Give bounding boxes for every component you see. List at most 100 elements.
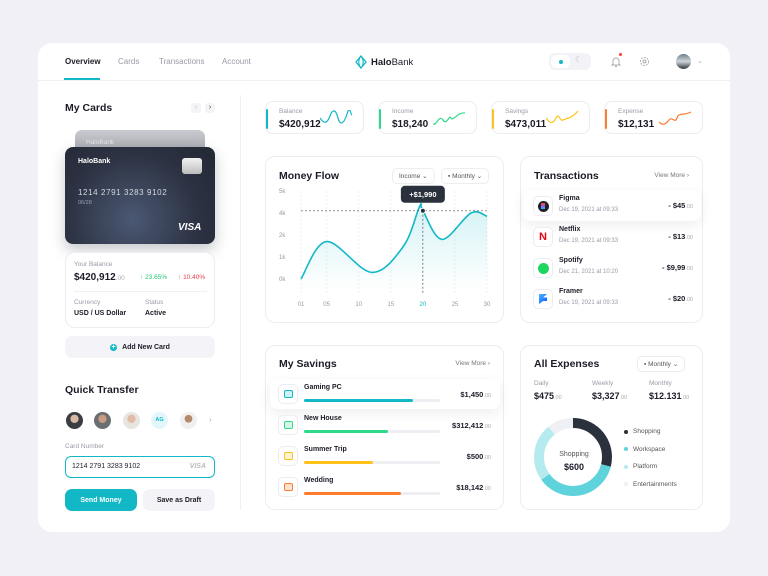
monthly-label: Monthly: [649, 380, 672, 387]
currency-label: Currency: [74, 299, 101, 306]
user-avatar[interactable]: [676, 54, 691, 69]
monthly-value: $12.131.00: [649, 391, 690, 401]
stat-label: Expense: [618, 108, 644, 115]
legend-item: Workspace: [624, 446, 665, 453]
plus-icon: +: [110, 343, 118, 351]
transaction-row[interactable]: Spotify Dec 21, 2021 at 10:20 - $9,99.00: [533, 257, 693, 281]
saving-name: Wedding: [304, 477, 334, 484]
balance-value: $420,912.00: [74, 272, 125, 283]
chevron-down-icon[interactable]: ⌄: [697, 58, 703, 65]
tab-cards[interactable]: Cards: [118, 57, 140, 66]
y-tick-label: 2k: [279, 233, 286, 239]
sparkline-icon: [659, 111, 692, 125]
contact-avatar[interactable]: [66, 412, 83, 429]
income-dropdown[interactable]: Income ⌄: [392, 168, 435, 184]
x-tick-label: 25: [452, 302, 459, 308]
saving-row[interactable]: Summer Trip $500.00: [278, 446, 491, 468]
savings-panel: My Savings View More ›: [265, 345, 504, 510]
period-dropdown[interactable]: ▪ Monthly ⌄: [637, 356, 686, 372]
donut-segment-entertainments[interactable]: [534, 418, 612, 496]
view-more-link[interactable]: View More ›: [455, 360, 490, 367]
save-draft-button[interactable]: Save as Draft: [143, 489, 215, 511]
balance-box: Your Balance $420,912.00 ↑ 23.65% ↑ 10.4…: [65, 252, 215, 328]
figma-icon: [533, 196, 553, 216]
daily-label: Daily: [534, 380, 549, 387]
saving-progress-bar: [304, 492, 440, 495]
credit-card[interactable]: HaloBank 1214 2791 3283 9102 06/28 VISA: [65, 147, 215, 244]
donut-center-value: $600: [563, 462, 585, 472]
saving-amount: $312,412.00: [452, 421, 491, 430]
transaction-row[interactable]: Framer Dec 19, 2021 at 09:33 - $20.00: [533, 288, 693, 312]
y-tick-label: 0k: [279, 277, 286, 283]
column-divider: [240, 95, 241, 510]
stat-card-balance[interactable]: Balance $420,912: [265, 101, 364, 134]
add-new-card-button[interactable]: + Add New Card: [65, 336, 215, 358]
tab-account[interactable]: Account: [222, 57, 251, 66]
transaction-row[interactable]: N Netflix Dec 19, 2021 at 09:33 - $13.00: [533, 226, 693, 250]
change-up: ↑ 23.65%: [140, 274, 168, 281]
saving-amount: $500.00: [466, 452, 491, 461]
legend-dot: [624, 482, 628, 486]
x-tick-label: 20: [420, 302, 427, 308]
quick-transfer-title: Quick Transfer: [65, 384, 139, 396]
money-flow-title: Money Flow: [279, 170, 340, 182]
transaction-row[interactable]: Figma Dec 19, 2021 at 09:33 - $45.00: [533, 195, 693, 219]
contact-avatar[interactable]: [180, 412, 197, 429]
visa-logo: VISA: [178, 222, 202, 233]
tab-overview[interactable]: Overview: [65, 57, 101, 66]
sparkline-icon: [433, 112, 466, 125]
stat-value: $420,912: [279, 119, 321, 130]
stat-label: Income: [392, 108, 414, 115]
stat-card-income[interactable]: Income $18,240: [378, 101, 477, 134]
gear-icon[interactable]: [639, 56, 650, 67]
spotify-icon: [533, 258, 553, 278]
send-money-button[interactable]: Send Money: [65, 489, 137, 511]
moon-icon[interactable]: ☾: [575, 55, 583, 64]
highlighted-row: [270, 379, 500, 409]
transaction-date: Dec 19, 2021 at 09:33: [559, 300, 619, 306]
money-flow-chart[interactable]: 01 05 10 15 20 25 30 0k 1k 2k 4k 5k +$1,990: [265, 156, 504, 323]
sun-icon[interactable]: [551, 55, 570, 68]
weekly-value: $3,327.00: [592, 391, 628, 401]
period-dropdown[interactable]: ▪ Monthly ⌄: [441, 168, 490, 184]
notification-button[interactable]: [610, 53, 622, 73]
divider: [74, 291, 207, 292]
saving-progress-fill: [304, 430, 389, 433]
y-tick-label: 5k: [279, 189, 286, 195]
savings-title: My Savings: [279, 358, 337, 370]
saving-progress-fill: [304, 399, 413, 402]
saving-row[interactable]: New House $312,412.00: [278, 415, 491, 437]
expenses-donut-chart[interactable]: [533, 417, 613, 497]
stat-card-expense[interactable]: Expense $12,131: [604, 101, 703, 134]
contact-avatar[interactable]: [123, 412, 140, 429]
active-tab-indicator: [64, 78, 100, 80]
back-card-brand: HaloBank: [86, 139, 115, 146]
transaction-date: Dec 19, 2021 at 09:33: [559, 238, 619, 244]
x-tick-label: 05: [323, 302, 330, 308]
saving-amount: $18,142.00: [456, 483, 491, 492]
saving-row[interactable]: Gaming PC $1,450.00: [278, 384, 491, 406]
donut-center-label: Shopping: [559, 451, 589, 458]
donut-segment-platform[interactable]: [534, 418, 612, 496]
view-more-link[interactable]: View More ›: [654, 172, 689, 179]
logo: HaloBank: [355, 55, 413, 69]
card-brand: HaloBank: [78, 158, 111, 165]
chevron-right-icon[interactable]: ›: [209, 415, 212, 424]
prev-card-button[interactable]: ‹: [191, 103, 201, 113]
saving-row[interactable]: Wedding $18,142.00: [278, 477, 491, 499]
transaction-amount: - $13.00: [668, 232, 693, 241]
tab-transactions[interactable]: Transactions: [159, 57, 205, 66]
highlight-point[interactable]: [419, 207, 426, 214]
stat-card-savings[interactable]: Savings $473,011: [491, 101, 590, 134]
visa-logo: VISA: [189, 463, 206, 470]
theme-toggle[interactable]: ☾: [549, 53, 591, 70]
contact-avatar[interactable]: [94, 412, 111, 429]
legend-item: Entertainments: [624, 481, 677, 488]
balance-label: Your Balance: [74, 261, 113, 268]
next-card-button[interactable]: ›: [205, 103, 215, 113]
donut-segment-workspace[interactable]: [534, 418, 612, 496]
card-number-input[interactable]: 1214 2791 3283 9102 VISA: [65, 456, 215, 478]
saving-name: Summer Trip: [304, 446, 347, 453]
contact-avatar-initials[interactable]: AG: [151, 412, 168, 429]
weekly-label: Weekly: [592, 380, 614, 387]
